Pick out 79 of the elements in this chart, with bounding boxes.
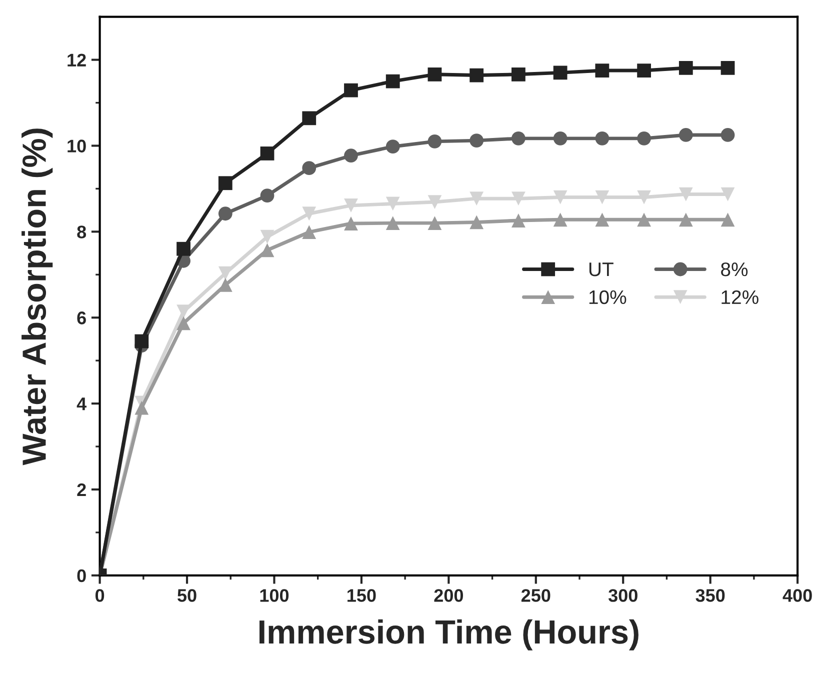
point — [470, 134, 484, 148]
point — [512, 131, 526, 146]
point — [134, 334, 149, 348]
point — [720, 61, 735, 75]
point — [176, 304, 190, 319]
x-tick-label: 250 — [521, 589, 550, 602]
point — [302, 111, 316, 126]
x-tick-label: 400 — [782, 589, 812, 602]
legend-label: 8% — [721, 262, 748, 276]
point — [470, 68, 484, 82]
point — [553, 131, 568, 146]
point — [595, 131, 610, 146]
point — [553, 212, 568, 227]
point — [302, 161, 316, 176]
y-tick-label: 2 — [77, 483, 86, 496]
point — [428, 216, 442, 230]
point — [386, 196, 400, 211]
x-tick-label: 0 — [95, 589, 104, 602]
point — [134, 400, 149, 415]
point — [428, 195, 442, 209]
y-axis-title: Water Absorption (%) — [22, 128, 53, 466]
legend-label: 10% — [589, 290, 626, 304]
point — [386, 140, 400, 154]
point — [512, 192, 526, 206]
point — [470, 192, 484, 206]
y-tick-label: 6 — [77, 312, 86, 324]
point — [428, 134, 442, 148]
x-tick-label: 50 — [178, 589, 196, 602]
point — [386, 216, 400, 230]
x-tick-label: 300 — [608, 589, 638, 602]
point — [678, 187, 693, 202]
x-axis-title: Immersion Time (Hours) — [260, 619, 638, 650]
point — [678, 128, 693, 142]
y-tick-label: 4 — [76, 398, 87, 410]
point — [595, 212, 610, 227]
x-tick-label: 200 — [434, 589, 463, 602]
point — [553, 66, 568, 80]
point — [595, 190, 610, 204]
point — [218, 266, 232, 280]
point — [637, 190, 651, 204]
point — [428, 67, 442, 82]
y-tick-label: 12 — [68, 54, 86, 66]
point — [302, 206, 316, 221]
point — [637, 131, 651, 146]
legend-label: 12% — [722, 290, 758, 304]
point — [344, 216, 358, 230]
point — [678, 212, 693, 227]
point — [260, 243, 274, 258]
y-tick-label: 0 — [77, 569, 86, 582]
point — [386, 74, 400, 88]
point — [260, 146, 274, 160]
point — [260, 230, 274, 244]
point — [176, 316, 190, 330]
point — [553, 190, 568, 204]
point — [344, 148, 358, 163]
point — [218, 278, 232, 292]
point — [595, 64, 610, 78]
legend-label: UT — [589, 262, 614, 276]
x-tick-label: 150 — [348, 589, 376, 602]
x-tick-label: 100 — [260, 589, 289, 602]
point — [470, 215, 484, 230]
x-tick-label: 350 — [696, 589, 725, 602]
point — [678, 61, 693, 75]
point — [512, 67, 526, 82]
point — [512, 214, 526, 228]
point — [344, 198, 358, 212]
point — [218, 176, 232, 190]
y-tick-label: 10 — [68, 140, 86, 152]
point — [260, 188, 274, 203]
point — [637, 64, 651, 78]
point — [720, 128, 735, 142]
y-tick-label: 8 — [77, 226, 86, 238]
point — [176, 242, 190, 256]
point — [344, 83, 358, 98]
point — [302, 225, 316, 240]
point — [720, 187, 735, 202]
point — [720, 212, 735, 227]
point — [218, 206, 232, 221]
point — [637, 212, 651, 227]
